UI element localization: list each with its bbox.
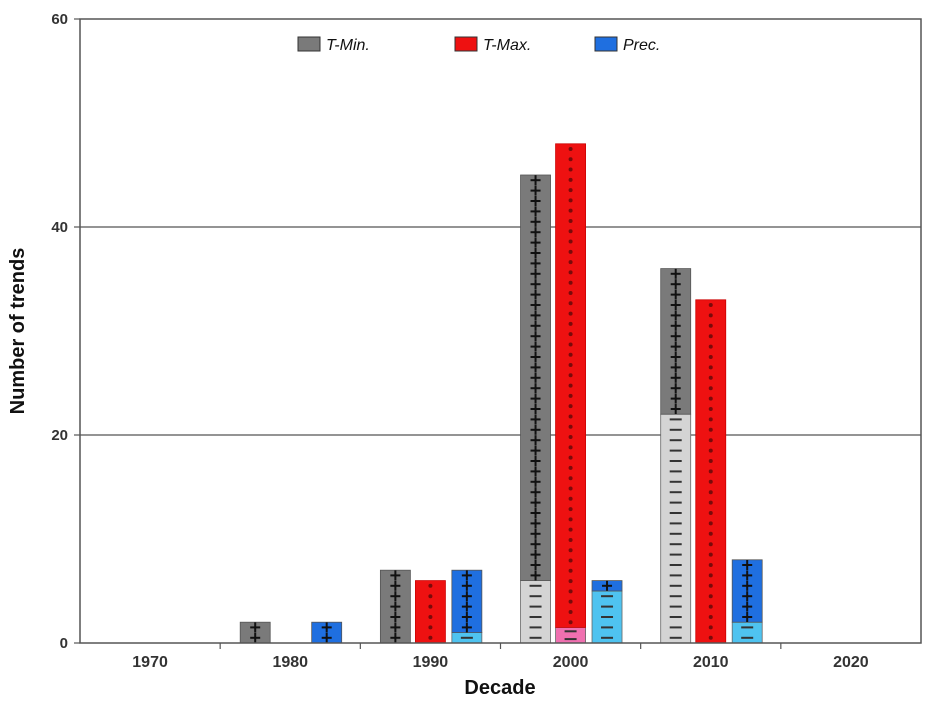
x-tick-label: 2000 [553, 654, 589, 671]
x-tick-label: 1990 [413, 654, 449, 671]
legend-item-tmin: T-Min. [297, 36, 370, 54]
bar-tmax-2000 [555, 143, 586, 644]
bar-tmax-1990 [415, 580, 446, 644]
bar-tmax-2010 [695, 299, 727, 644]
x-tick-label: 1970 [132, 654, 168, 671]
x-axis-label: Decade [464, 677, 535, 699]
legend: T-Min. T-Max. Prec. [297, 36, 660, 54]
x-tick-label: 2020 [833, 654, 869, 671]
x-tick-label: 1980 [272, 654, 308, 671]
bar-prec-2010 [731, 559, 763, 644]
bar-prec-1990 [451, 569, 483, 644]
svg-text:T-Max.: T-Max. [483, 37, 531, 54]
y-axis-label: Number of trends [7, 248, 29, 415]
y-tick-label: 0 [60, 635, 68, 652]
x-tick-label: 2010 [693, 654, 729, 671]
gridlines [80, 226, 921, 436]
bar-prec-2000 [591, 580, 623, 644]
axes: 0 20 40 60 1970 1980 1990 2000 2010 2020 [51, 11, 922, 671]
bar-prec-1980 [311, 621, 343, 644]
y-tick-label: 60 [51, 11, 68, 28]
bar-tmin-2000 [520, 174, 551, 644]
y-tick-label: 40 [51, 219, 68, 236]
bars [239, 143, 763, 644]
bar-tmin-1990 [379, 569, 411, 644]
svg-text:T-Min.: T-Min. [326, 37, 370, 54]
y-tick-label: 20 [51, 427, 68, 444]
bar-tmin-2010 [660, 268, 692, 644]
svg-text:Prec.: Prec. [623, 37, 660, 54]
bar-tmin-1980 [239, 621, 271, 644]
legend-item-prec: Prec. [594, 36, 660, 54]
legend-item-tmax: T-Max. [454, 36, 531, 54]
